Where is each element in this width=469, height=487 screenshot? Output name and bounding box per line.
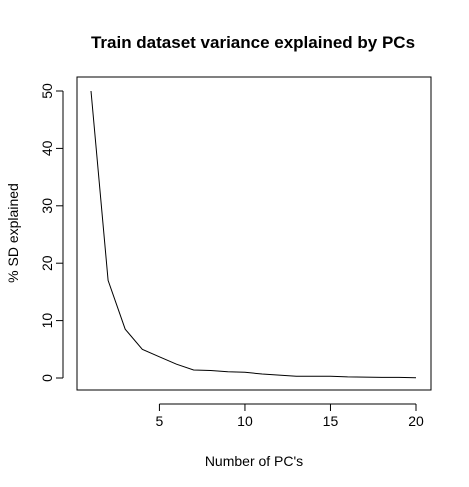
y-tick-label: 10	[39, 313, 55, 329]
x-tick-label: 10	[237, 413, 253, 429]
y-axis: 0 10 20 30 40 50	[39, 83, 64, 382]
y-tick-label: 30	[39, 198, 55, 214]
x-axis: 5 10 15 20	[156, 403, 424, 429]
y-tick-label: 40	[39, 140, 55, 156]
y-tick-label: 0	[39, 374, 55, 382]
x-tick-label: 15	[323, 413, 339, 429]
chart-title: Train dataset variance explained by PCs	[91, 33, 415, 52]
series	[90, 90, 417, 379]
plot-frame	[76, 76, 432, 391]
y-tick-label: 20	[39, 255, 55, 271]
x-axis-label: Number of PC's	[205, 453, 303, 469]
x-tick-label: 5	[156, 413, 164, 429]
x-tick-label: 20	[408, 413, 424, 429]
y-tick-label: 50	[39, 83, 55, 99]
y-axis-label: % SD explained	[5, 183, 21, 283]
series-line	[90, 90, 417, 379]
